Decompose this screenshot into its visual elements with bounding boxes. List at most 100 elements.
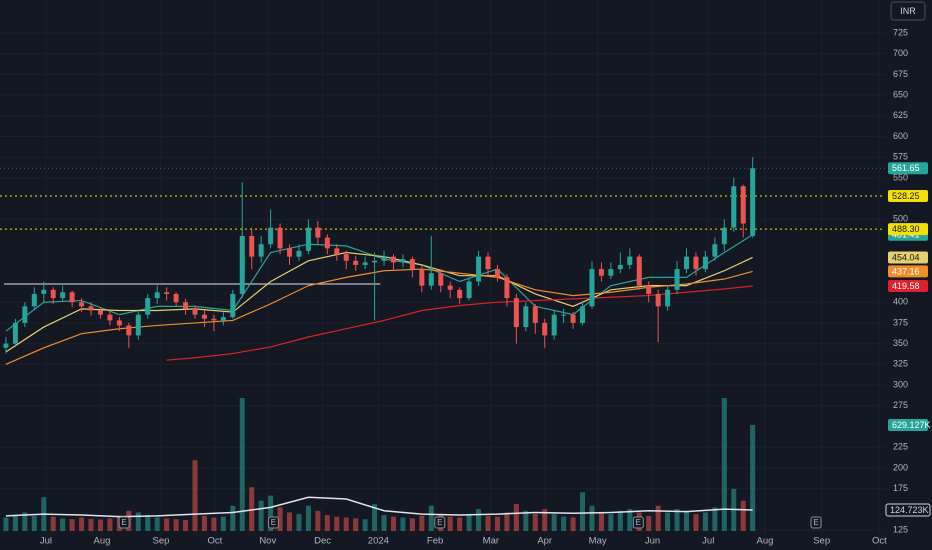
x-tick-label: Sep	[813, 536, 830, 547]
volume-bar	[589, 505, 595, 531]
y-tick-label: 275	[893, 400, 908, 410]
volume-bar	[324, 514, 330, 531]
y-tick-label: 200	[893, 462, 908, 472]
candle-body	[362, 262, 368, 265]
candle-body	[580, 306, 586, 323]
volume-bar	[268, 495, 274, 531]
volume-bar	[154, 517, 160, 531]
x-tick-label: Aug	[757, 536, 774, 547]
volume-bar	[598, 512, 604, 531]
moving-average	[5, 268, 753, 365]
volume-bar	[230, 505, 236, 531]
candle-body	[390, 256, 396, 263]
candle-body	[636, 256, 642, 286]
volume-bar	[173, 519, 179, 531]
event-label: E	[813, 518, 818, 527]
volume-bar	[107, 518, 113, 531]
candle-body	[750, 168, 756, 236]
x-tick-label: Oct	[207, 536, 222, 547]
volume-ma-label: 124.723K	[890, 505, 929, 515]
price-label-box	[888, 418, 928, 431]
candle-body	[617, 264, 623, 270]
candle-body	[135, 314, 141, 336]
volume-bar	[201, 515, 207, 531]
volume-bar	[740, 500, 746, 531]
candle-body	[476, 256, 482, 282]
volume-bar	[485, 515, 491, 531]
event-label: E	[121, 518, 126, 527]
volume-bar	[381, 514, 387, 531]
volume-bar	[192, 460, 198, 531]
candle-body	[305, 227, 311, 251]
volume-bar	[693, 514, 699, 531]
candle-body	[466, 281, 472, 299]
candle-body	[211, 318, 217, 321]
y-tick-label: 125	[893, 524, 908, 534]
candle-body	[494, 269, 500, 278]
volume-bar	[258, 500, 264, 531]
volume-bar	[409, 518, 415, 531]
candle-body	[12, 322, 18, 344]
candle-body	[740, 186, 746, 224]
candle-body	[532, 306, 538, 323]
candle-body	[201, 314, 207, 319]
candle-body	[268, 227, 274, 245]
y-tick-label: 325	[893, 359, 908, 369]
volume-bar	[655, 505, 661, 531]
volume-bar	[334, 516, 340, 531]
volume-bar	[145, 514, 151, 531]
candle-body	[731, 186, 737, 228]
candle-body	[220, 317, 226, 321]
candle-body	[154, 292, 160, 299]
volume-bar	[315, 510, 321, 531]
candle-body	[230, 293, 236, 318]
candle-body	[258, 244, 264, 257]
currency: INR	[900, 6, 916, 16]
x-tick-label: Aug	[94, 536, 111, 547]
candle-body	[107, 314, 113, 321]
x-tick-label: Jun	[645, 536, 660, 547]
volume-bar	[542, 509, 548, 531]
candle-body	[79, 302, 85, 307]
event-label: E	[271, 518, 276, 527]
event-marker	[118, 516, 130, 529]
candle-body	[173, 293, 179, 303]
x-tick-label: Jul	[40, 536, 52, 547]
candle-body	[41, 289, 47, 294]
price-label-box	[888, 162, 928, 175]
y-tick-label: 350	[893, 338, 908, 348]
candle-body	[192, 308, 198, 315]
candle-body	[693, 256, 699, 270]
x-tick-label: Feb	[427, 536, 443, 547]
candle-body	[438, 273, 444, 286]
x-tick-label: Dec	[314, 536, 331, 547]
candle-body	[334, 248, 340, 255]
volume-bar	[684, 510, 690, 531]
moving-average	[166, 285, 753, 361]
volume-bar	[665, 512, 671, 531]
candle-body	[721, 227, 727, 245]
volume-bar	[627, 509, 633, 531]
volume-bar	[494, 516, 500, 531]
candle-body	[646, 285, 652, 294]
currency-box[interactable]	[890, 1, 926, 21]
volume-bar	[362, 519, 368, 531]
x-tick-label: Oct	[872, 536, 887, 547]
candle-body	[447, 285, 453, 290]
price-label: 437.16	[892, 266, 920, 276]
candle-body	[542, 322, 548, 336]
candle-body	[561, 314, 567, 316]
volume-bar	[390, 516, 396, 531]
candle-body	[551, 314, 557, 336]
candle-body	[381, 256, 387, 261]
volume-bar	[12, 514, 18, 531]
candle-body	[296, 250, 302, 257]
y-tick-label: 225	[893, 442, 908, 452]
y-tick-label: 725	[893, 27, 908, 37]
candle-body	[712, 244, 718, 257]
volume-bar	[532, 514, 538, 531]
candle-body	[277, 227, 283, 249]
volume-bar	[31, 515, 37, 531]
volume-bar	[239, 398, 245, 531]
volume-bar	[135, 512, 141, 531]
